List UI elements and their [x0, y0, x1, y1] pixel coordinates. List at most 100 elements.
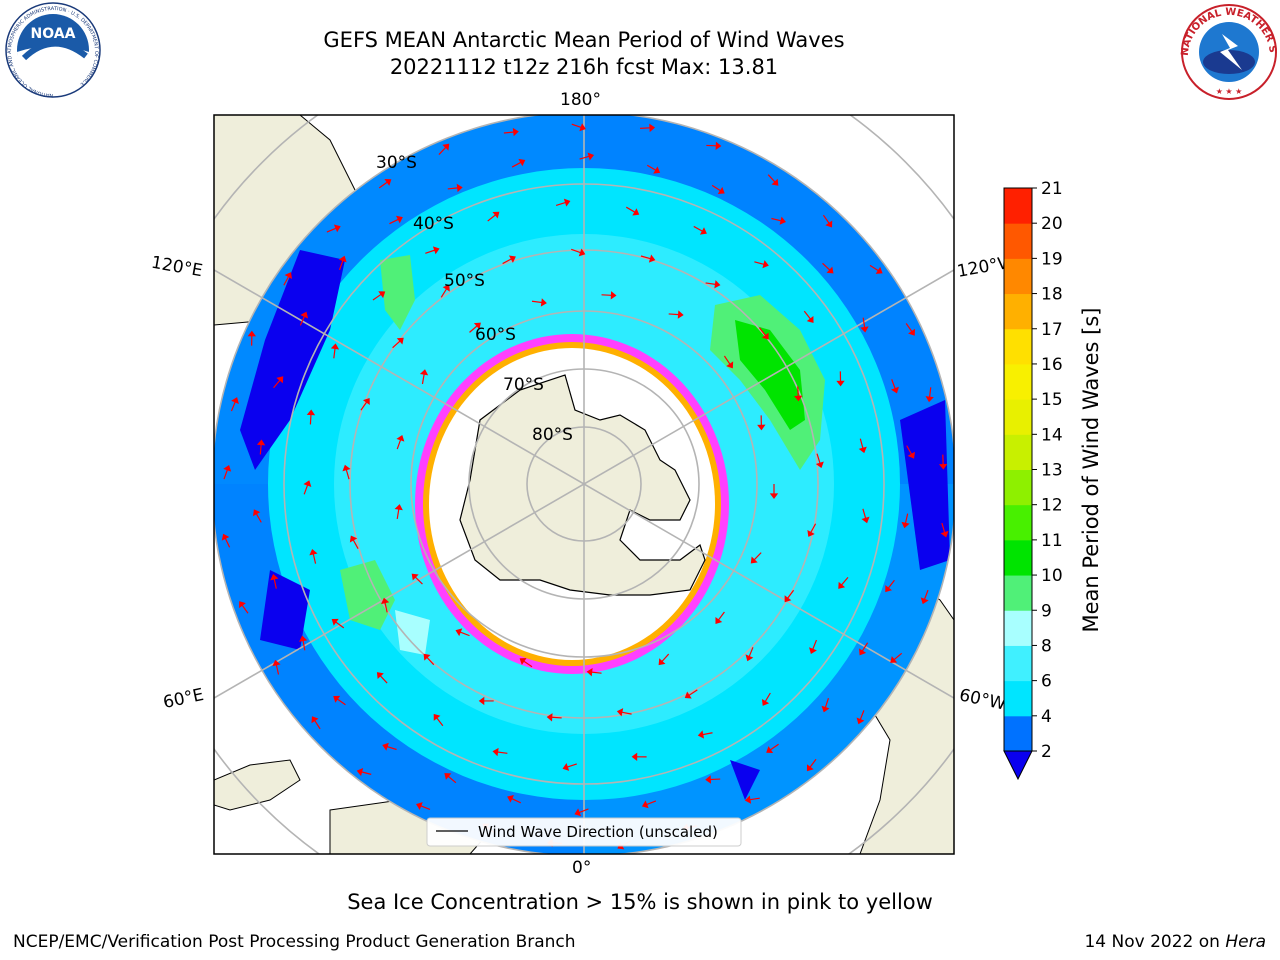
wind-arrow-shaft: [414, 576, 423, 585]
wind-arrow-shaft: [891, 379, 896, 389]
wind-arrow-shaft: [273, 578, 277, 589]
wind-arrow-shaft: [389, 218, 399, 225]
wind-arrow-shaft: [771, 217, 782, 222]
wind-arrow-head: [578, 248, 586, 257]
colorbar-tick-label: 19: [1041, 249, 1063, 269]
wind-arrow-shaft: [396, 439, 402, 450]
wind-arrow-shaft: [372, 293, 382, 301]
wind-arrow-shaft: [841, 576, 849, 586]
wind-arrow-head: [806, 764, 814, 772]
colorbar-tick-label: 12: [1041, 496, 1063, 516]
wind-arrow-head: [455, 628, 463, 637]
wind-arrow-head: [761, 332, 769, 340]
wind-arrow-head: [384, 179, 392, 186]
wind-arrow-shaft: [259, 444, 262, 455]
wind-arrow-head: [394, 504, 403, 511]
wind-arrow-shaft: [809, 758, 817, 768]
wind-arrow-head: [769, 493, 779, 499]
wind-arrow-head: [396, 215, 403, 224]
wind-arrow-head: [920, 597, 929, 605]
wind-arrow-shaft: [640, 127, 651, 129]
wind-arrow-head: [432, 246, 440, 255]
wind-arrow-head: [745, 654, 754, 662]
wind-arrow-shaft: [640, 255, 651, 260]
lon-label-0: 0°: [572, 858, 592, 878]
wind-arrow-head: [641, 800, 649, 809]
wind-arrow-shaft: [392, 340, 401, 349]
wind-arrow-head: [632, 208, 640, 216]
wind-arrow-shaft: [764, 692, 771, 702]
wind-arrow-shaft: [299, 315, 305, 326]
lat-label-50s: 50°S: [444, 271, 485, 291]
wind-arrow-head: [433, 713, 441, 721]
wind-arrow-shaft: [384, 602, 388, 613]
wind-arrow-shaft: [314, 720, 321, 730]
wind-arrow-head: [574, 808, 582, 817]
wind-arrow-shaft: [487, 214, 496, 222]
colorbar-swatch: [1004, 680, 1032, 717]
wind-arrow-shaft: [360, 401, 368, 411]
colorbar-swatch: [1004, 645, 1032, 682]
wind-arrow-shaft: [717, 611, 725, 621]
wind-arrow-head: [231, 397, 239, 404]
wind-arrow-head: [648, 254, 656, 263]
wind-arrow-shaft: [705, 282, 716, 285]
wind-arrow-shaft: [816, 453, 821, 464]
wind-arrow-shaft: [578, 808, 589, 814]
wind-arrow-head: [794, 395, 803, 402]
wind-arrow-head: [807, 529, 815, 537]
wind-arrow-head: [616, 708, 624, 717]
colorbar-swatch: [1004, 363, 1032, 400]
sea-ice-note: Sea Ice Concentration > 15% is shown in …: [347, 890, 933, 914]
colorbar-swatch: [1004, 293, 1032, 330]
colorbar-tick-label: 21: [1041, 180, 1063, 199]
wind-arrow-head: [908, 328, 915, 336]
wind-arrow-shaft: [579, 155, 590, 160]
wind-arrow-head: [478, 696, 485, 706]
colorbar-tick-label: 11: [1041, 531, 1063, 551]
wind-arrow-head: [419, 369, 429, 376]
wind-arrow-head: [563, 198, 571, 207]
wind-arrow-shaft: [459, 631, 470, 637]
wind-arrow-head: [272, 659, 281, 667]
footer-date: 14 Nov 2022 on Hera: [1084, 932, 1266, 952]
wind-arrow-head: [938, 463, 948, 470]
wind-arrow-shaft: [469, 325, 478, 333]
wind-arrow-head: [825, 220, 833, 228]
wind-arrow-head: [349, 535, 358, 543]
colorbar-swatch: [1004, 399, 1032, 435]
wind-arrow-shaft: [591, 671, 602, 674]
colorbar-tick-label: 17: [1041, 320, 1063, 340]
wind-arrow-head: [860, 326, 869, 333]
wind-arrow-head: [885, 585, 893, 593]
wind-arrow-head: [442, 143, 450, 151]
wind-arrow-head: [546, 713, 553, 722]
wind-arrow-head: [890, 656, 898, 663]
wind-arrow-head: [376, 672, 384, 680]
wind-arrow-shaft: [230, 401, 236, 412]
wind-arrow-head: [270, 573, 279, 581]
wind-arrow-head: [761, 698, 770, 706]
lat-label-30s: 30°S: [376, 153, 417, 173]
colorbar-swatch: [1004, 258, 1032, 295]
wind-arrow-shaft: [812, 639, 818, 650]
wind-arrow-shaft: [326, 227, 337, 233]
wind-arrow-head: [658, 658, 666, 666]
colorbar-swatch: [1004, 434, 1032, 470]
wind-arrow-shaft: [859, 710, 865, 720]
wind-arrow-head: [631, 752, 638, 762]
wind-arrow-shaft: [767, 174, 776, 183]
map-legend: Wind Wave Direction (unscaled): [426, 817, 742, 847]
wind-arrow-shaft: [336, 698, 346, 706]
wind-arrow-head: [540, 298, 547, 307]
wind-arrow-head: [891, 386, 899, 394]
wind-arrow-head: [508, 255, 516, 263]
wind-arrow-shaft: [723, 355, 731, 365]
colorbar-swatch: [1004, 715, 1032, 752]
wind-arrow-shaft: [303, 484, 309, 495]
colorbar-swatch: [1004, 223, 1032, 259]
wind-arrow-head: [610, 291, 617, 300]
wind-arrow-head: [838, 581, 846, 589]
colorbar-swatch: [1004, 575, 1032, 611]
wind-arrow-shaft: [223, 469, 228, 480]
